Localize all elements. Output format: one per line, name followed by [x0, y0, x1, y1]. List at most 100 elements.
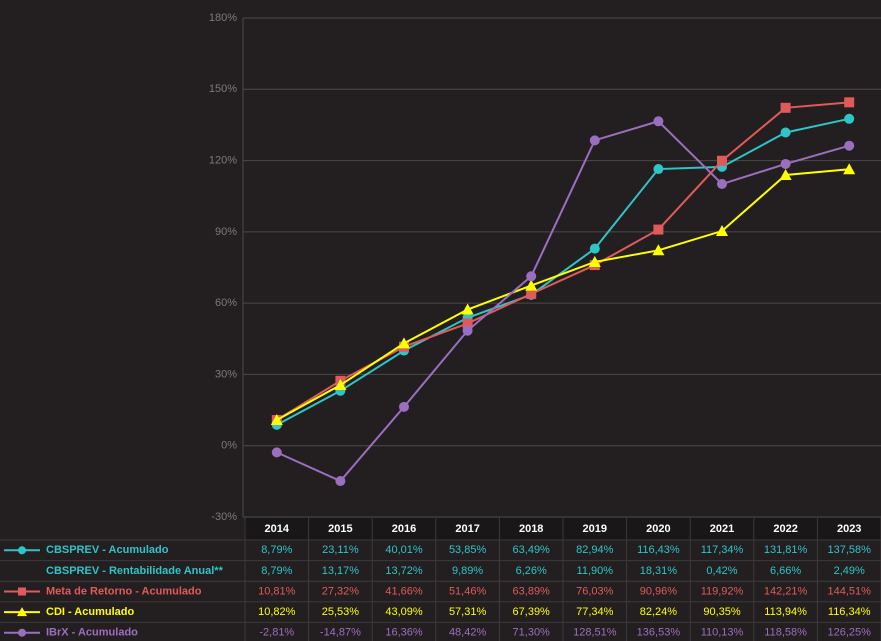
marker — [270, 414, 283, 426]
series-line — [276, 117, 850, 426]
table-cell: 16,36% — [385, 627, 423, 639]
table-cell: 8,79% — [261, 544, 292, 556]
marker — [462, 318, 473, 329]
table-cell: 131,81% — [764, 544, 808, 556]
table-cell: 67,39% — [513, 606, 551, 618]
table-cell: 90,35% — [703, 606, 741, 618]
table-cell: 57,31% — [449, 606, 487, 618]
y-tick-label: 120% — [209, 154, 237, 166]
y-tick-label: 90% — [215, 226, 237, 238]
table-cell: 6,66% — [770, 565, 801, 577]
table-cell: 137,58% — [827, 544, 871, 556]
y-tick-label: -30% — [211, 511, 237, 523]
table-cell: 48,42% — [449, 627, 487, 639]
marker — [589, 135, 600, 146]
x-tick-label: 2019 — [583, 523, 607, 535]
table-cell: 82,24% — [640, 606, 678, 618]
table-cell: 51,46% — [449, 585, 487, 597]
marker — [526, 288, 537, 299]
y-tick-label: 150% — [209, 83, 237, 95]
legend-label: Meta de Retorno - Acumulado — [46, 585, 202, 597]
x-tick-label: 2014 — [265, 523, 290, 535]
marker — [271, 447, 282, 458]
x-tick-label: 2016 — [392, 523, 416, 535]
table-cell: 63,89% — [513, 585, 551, 597]
legend-label: CBSPREV - Acumulado — [46, 544, 169, 556]
y-tick-label: 60% — [215, 297, 237, 309]
marker — [589, 243, 600, 254]
table-cell: 41,66% — [385, 585, 423, 597]
y-tick-label: 30% — [215, 368, 237, 380]
table-cell: 43,09% — [385, 606, 423, 618]
y-tick-label: 0% — [221, 440, 237, 452]
table-cell: 136,53% — [637, 627, 681, 639]
marker — [780, 102, 791, 113]
x-tick-label: 2017 — [455, 523, 479, 535]
x-tick-label: 2022 — [773, 523, 797, 535]
table-cell: 2,49% — [834, 565, 865, 577]
table-cell: 76,03% — [576, 585, 614, 597]
legend-marker — [17, 607, 27, 617]
marker — [398, 337, 410, 349]
table-cell: 118,58% — [764, 627, 807, 639]
table-cell: 40,01% — [385, 544, 423, 556]
table-cell: 10,81% — [258, 585, 296, 597]
table-cell: 18,31% — [640, 565, 678, 577]
series-line — [276, 168, 850, 421]
x-tick-label: 2015 — [328, 523, 352, 535]
table-cell: 116,43% — [637, 544, 680, 556]
table-cell: 0,42% — [706, 565, 737, 577]
legend-marker — [18, 587, 26, 596]
table-cell: 13,17% — [322, 565, 360, 577]
table-cell: 6,26% — [516, 565, 547, 577]
table-cell: 119,92% — [701, 585, 744, 597]
table-cell: 13,72% — [385, 565, 423, 577]
table-cell: 113,94% — [764, 606, 807, 618]
table-cell: -14,87% — [320, 627, 361, 639]
table-cell: 10,82% — [258, 606, 296, 618]
table-cell: 142,21% — [764, 585, 808, 597]
marker — [653, 116, 664, 127]
x-tick-label: 2018 — [519, 523, 543, 535]
marker — [844, 140, 855, 151]
legend-label: CBSPREV - Rentabilidade Anual** — [46, 565, 224, 577]
table-cell: 8,79% — [261, 565, 292, 577]
legend-label: IBrX - Acumulado — [46, 627, 138, 639]
table-cell: 110,13% — [701, 627, 744, 639]
table-cell: 11,90% — [577, 565, 614, 577]
marker — [461, 303, 474, 315]
table-cell: 128,51% — [573, 627, 617, 639]
marker — [780, 158, 791, 169]
marker — [717, 179, 727, 190]
table-cell: 27,32% — [322, 585, 360, 597]
marker — [780, 127, 791, 138]
table-cell: 117,34% — [701, 544, 744, 556]
x-tick-label: 2020 — [646, 523, 670, 535]
marker — [399, 401, 409, 412]
table-cell: 23,11% — [322, 544, 359, 556]
marker — [653, 224, 664, 235]
marker — [844, 113, 855, 124]
table-cell: 77,34% — [576, 606, 614, 618]
marker — [335, 476, 346, 487]
table-cell: 116,34% — [828, 606, 871, 618]
marker — [716, 225, 728, 237]
series-line — [276, 120, 850, 483]
marker — [334, 379, 347, 391]
marker — [525, 279, 538, 291]
marker — [588, 255, 601, 267]
marker — [844, 97, 855, 108]
table-cell: 144,51% — [827, 585, 871, 597]
table-cell: 53,85% — [449, 544, 487, 556]
table-cell: 126,25% — [827, 627, 871, 639]
x-tick-label: 2023 — [837, 523, 861, 535]
table-cell: 71,30% — [513, 627, 551, 639]
table-cell: 9,89% — [452, 565, 483, 577]
x-tick-label: 2021 — [710, 523, 734, 535]
legend-label: CDI - Acumulado — [46, 606, 134, 618]
y-tick-label: 180% — [209, 12, 237, 24]
marker — [652, 244, 665, 256]
table-cell: -2,81% — [259, 627, 294, 639]
